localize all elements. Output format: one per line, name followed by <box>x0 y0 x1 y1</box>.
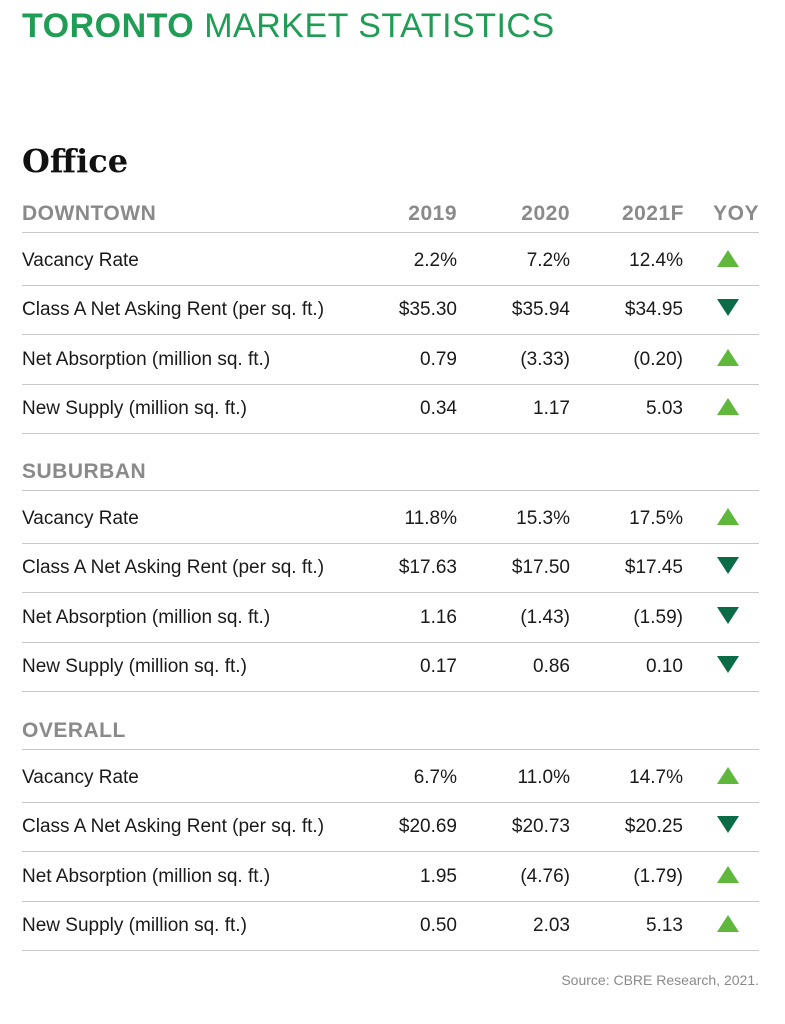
table-row: Class A Net Asking Rent (per sq. ft.) $20… <box>22 802 759 853</box>
cell-2021f: 0.10 <box>646 655 683 677</box>
arrow-down-icon <box>717 606 739 624</box>
group-header-overall: OVERALL <box>22 709 759 750</box>
row-label: Vacancy Rate <box>22 508 139 529</box>
row-label: Vacancy Rate <box>22 250 139 271</box>
table-row: New Supply (million sq. ft.) 0.34 1.17 5.03 <box>22 384 759 434</box>
row-label: Class A Net Asking Rent (per sq. ft.) <box>22 816 325 838</box>
arrow-down-icon <box>717 299 739 317</box>
table-row: Vacancy Rate 6.7% 11.0% 14.7% <box>22 753 759 803</box>
table-row: Class A Net Asking Rent (per sq. ft.) $17… <box>22 543 759 594</box>
group-name: DOWNTOWN <box>22 202 157 225</box>
cell-2019: $35.30 <box>398 299 457 321</box>
cell-2019: $17.63 <box>398 557 457 579</box>
section-title: Office <box>22 142 129 180</box>
cell-2021f: 5.13 <box>646 914 683 936</box>
cell-2019: 0.34 <box>420 397 457 419</box>
col-header-yoy: YOY <box>713 202 759 225</box>
arrow-up-icon <box>717 865 739 883</box>
arrow-up-icon <box>717 914 739 932</box>
arrow-up-icon <box>717 348 739 366</box>
cell-2021f: 17.5% <box>629 508 683 529</box>
arrow-up-icon <box>717 397 739 415</box>
cell-2019: 0.50 <box>420 914 457 936</box>
col-header-2019: 2019 <box>408 202 457 225</box>
cell-2020: 7.2% <box>526 250 570 271</box>
cell-2019: 0.17 <box>420 655 457 677</box>
cell-2019: 0.79 <box>420 348 457 370</box>
cell-2020: 15.3% <box>516 508 570 529</box>
arrow-up-icon <box>717 250 739 267</box>
arrow-down-icon <box>717 557 739 575</box>
page-title: TORONTO MARKET STATISTICS <box>22 6 555 46</box>
cell-2021f: (1.59) <box>633 606 683 628</box>
cell-2019: 1.95 <box>420 865 457 887</box>
cell-2020: $20.73 <box>511 816 570 838</box>
arrow-down-icon <box>717 816 739 834</box>
table-row: Net Absorption (million sq. ft.) 1.95 (4.7… <box>22 852 759 902</box>
cell-2021f: (1.79) <box>633 865 683 887</box>
col-header-2021f: 2021F <box>621 202 684 225</box>
table-row: Class A Net Asking Rent (per sq. ft.) $35… <box>22 285 759 336</box>
cell-2020: (4.76) <box>520 865 570 887</box>
group-name: SUBURBAN <box>22 460 147 483</box>
row-label: Class A Net Asking Rent (per sq. ft.) <box>22 299 325 321</box>
group-header-downtown: DOWNTOWN 2019 2020 2021F YOY <box>22 192 759 233</box>
cell-2021f: $34.95 <box>624 299 683 321</box>
cell-2020: $17.50 <box>511 557 570 579</box>
cell-2021f: $20.25 <box>624 816 683 838</box>
table-row: New Supply (million sq. ft.) 0.50 2.03 5.13 <box>22 901 759 951</box>
row-label: New Supply (million sq. ft.) <box>22 914 247 936</box>
cell-2020: 11.0% <box>517 767 570 788</box>
row-label: Net Absorption (million sq. ft.) <box>22 865 271 887</box>
cell-2020: $35.94 <box>511 299 570 321</box>
cell-2019: 2.2% <box>413 250 457 271</box>
cell-2020: 2.03 <box>533 914 570 936</box>
source-note: Source: CBRE Research, 2021. <box>561 972 759 988</box>
col-header-2020: 2020 <box>521 202 570 225</box>
arrow-down-icon <box>717 655 739 673</box>
cell-2021f: 14.7% <box>629 767 683 788</box>
cell-2019: 1.16 <box>420 606 457 628</box>
group-header-suburban: SUBURBAN <box>22 450 759 491</box>
table-row: Vacancy Rate 2.2% 7.2% 12.4% <box>22 236 759 286</box>
cell-2020: (3.33) <box>520 348 570 370</box>
cell-2021f: (0.20) <box>633 348 683 370</box>
table-row: Vacancy Rate 11.8% 15.3% 17.5% <box>22 494 759 544</box>
page-title-rest: MARKET STATISTICS <box>204 7 555 45</box>
row-label: New Supply (million sq. ft.) <box>22 655 247 677</box>
row-label: Net Absorption (million sq. ft.) <box>22 348 271 370</box>
row-label: Class A Net Asking Rent (per sq. ft.) <box>22 557 325 579</box>
table-row: New Supply (million sq. ft.) 0.17 0.86 0.10 <box>22 642 759 692</box>
arrow-up-icon <box>717 767 739 784</box>
page-title-bold: TORONTO <box>22 7 195 45</box>
table-row: Net Absorption (million sq. ft.) 0.79 (3.3… <box>22 335 759 385</box>
row-label: Net Absorption (million sq. ft.) <box>22 606 271 628</box>
cell-2021f: 12.4% <box>629 250 683 271</box>
cell-2019: $20.69 <box>398 816 457 838</box>
cell-2020: 1.17 <box>533 397 570 419</box>
group-name: OVERALL <box>22 719 126 742</box>
cell-2019: 6.7% <box>413 767 457 788</box>
cell-2020: (1.43) <box>520 606 570 628</box>
cell-2019: 11.8% <box>404 508 457 529</box>
cell-2021f: $17.45 <box>624 557 683 579</box>
cell-2021f: 5.03 <box>646 397 683 419</box>
cell-2020: 0.86 <box>533 655 570 677</box>
arrow-up-icon <box>717 508 739 525</box>
table-row: Net Absorption (million sq. ft.) 1.16 (1.4… <box>22 593 759 643</box>
row-label: New Supply (million sq. ft.) <box>22 397 247 419</box>
row-label: Vacancy Rate <box>22 767 139 788</box>
